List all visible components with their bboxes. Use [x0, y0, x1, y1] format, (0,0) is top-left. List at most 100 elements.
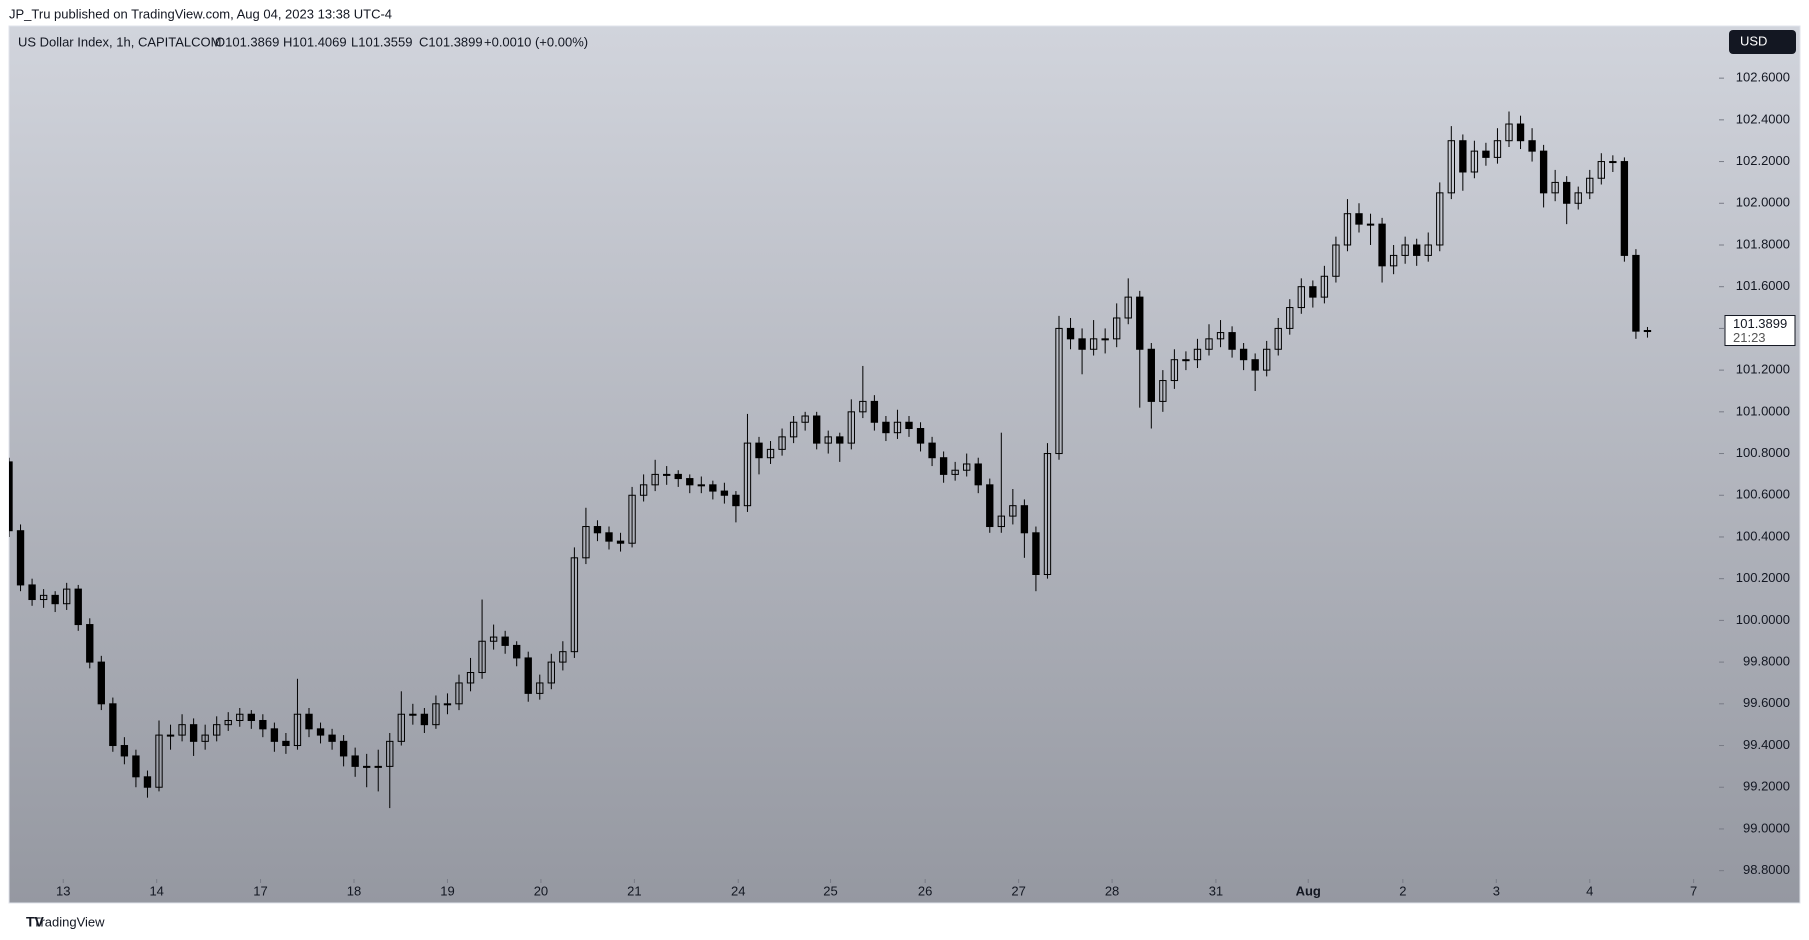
candle-body — [570, 557, 579, 653]
chart-title: US Dollar Index, 1h, CAPITALCOM — [18, 34, 222, 49]
candle-body — [916, 428, 925, 444]
candle-body — [189, 724, 198, 742]
chart-background — [8, 25, 1801, 904]
plot-area — [9, 111, 1652, 809]
candle-body — [74, 588, 82, 626]
price-tag-countdown: 21:23 — [1733, 330, 1766, 345]
x-tick-label: 27 — [1011, 883, 1025, 898]
currency-label: USD — [1740, 33, 1767, 48]
candle-body — [709, 484, 717, 492]
candle-body — [1586, 177, 1594, 194]
candle-body — [63, 588, 71, 605]
candle-body — [478, 640, 486, 674]
candle-body — [1516, 123, 1525, 142]
candle-body — [1620, 161, 1629, 256]
x-tick-label: 19 — [440, 883, 454, 898]
candle-body — [1193, 348, 1202, 361]
y-tick-label: 101.2000 — [1736, 362, 1790, 377]
candle-body — [1286, 307, 1294, 329]
x-tick-label: 13 — [56, 883, 70, 898]
candle-body — [259, 719, 267, 730]
y-tick-label: 99.4000 — [1743, 737, 1790, 752]
y-tick-label: 100.2000 — [1736, 570, 1790, 585]
candle-body — [697, 484, 705, 487]
candle-body — [1216, 332, 1225, 340]
candle-body — [559, 651, 567, 663]
candle-body — [974, 463, 982, 486]
brand-logo: TV — [26, 914, 45, 930]
candle-body — [686, 478, 694, 486]
x-tick-label: 7 — [1690, 883, 1697, 898]
candle-body — [1020, 505, 1029, 534]
candle-body — [1078, 338, 1086, 350]
candle-body — [247, 713, 255, 721]
x-tick-label: 25 — [823, 883, 837, 898]
candle-body — [1009, 505, 1017, 517]
y-tick-label: 102.2000 — [1736, 153, 1790, 168]
candle-body — [1551, 181, 1559, 194]
candle-body — [51, 594, 59, 605]
candle-body — [513, 644, 521, 659]
candle-body — [224, 719, 232, 726]
candle-body — [28, 584, 36, 601]
candle-body — [178, 724, 186, 736]
candle-body — [86, 624, 94, 663]
candle-body — [466, 672, 475, 684]
y-tick-label: 99.2000 — [1743, 779, 1790, 794]
candle-body — [201, 734, 209, 742]
candle-body — [1528, 140, 1536, 152]
candle-body — [743, 442, 752, 507]
candle-body — [420, 713, 429, 726]
candle-body — [16, 530, 25, 586]
y-tick-label: 99.0000 — [1743, 820, 1790, 835]
legend-value: +0.0010 (+0.00%) — [484, 34, 588, 49]
candle-body — [651, 473, 659, 486]
candle-body — [293, 713, 302, 747]
candle-body — [939, 457, 948, 475]
y-tick-label: 100.8000 — [1736, 445, 1790, 460]
currency-button[interactable] — [1729, 30, 1796, 54]
candle-body — [270, 728, 279, 742]
legend-value: O101.3869 — [215, 34, 279, 49]
y-tick-label: 98.8000 — [1743, 862, 1790, 877]
candle-body — [1124, 296, 1132, 319]
candle-body — [997, 515, 1005, 528]
candle-body — [1505, 123, 1513, 142]
candle-body — [547, 661, 555, 684]
candle-body — [1170, 359, 1179, 382]
candle-body — [789, 421, 798, 438]
candle-body — [351, 755, 359, 767]
candle-body — [1482, 150, 1490, 158]
candle-body — [963, 463, 971, 471]
candle-body — [1424, 244, 1432, 256]
candle-body — [1459, 140, 1467, 173]
candle-body — [593, 526, 602, 534]
x-tick-label: 20 — [534, 883, 548, 898]
x-tick-label: 24 — [731, 883, 745, 898]
candle-body — [1251, 359, 1259, 371]
y-tick-label: 101.8000 — [1736, 236, 1790, 251]
candle-body — [1159, 380, 1167, 402]
candle-body — [155, 734, 163, 788]
x-tick-label: 4 — [1586, 883, 1593, 898]
candle-body — [1343, 213, 1352, 246]
candle-body — [882, 421, 890, 434]
candle-body — [674, 473, 682, 480]
legend-value: C101.3899 — [419, 34, 483, 49]
candle-body — [1493, 140, 1502, 158]
candle-body — [1401, 244, 1409, 256]
legend-value: L101.3559 — [351, 34, 412, 49]
candle-body — [1413, 244, 1421, 256]
candle-body — [1182, 359, 1190, 362]
candle-body — [824, 436, 832, 444]
candle-body — [1228, 332, 1236, 350]
legend-value: H101.4069 — [283, 34, 347, 49]
candle-body — [339, 740, 348, 757]
x-tick-label: 28 — [1105, 883, 1119, 898]
candle-body — [316, 728, 325, 736]
candle-body — [397, 713, 405, 742]
candle-body — [778, 436, 786, 450]
candle-body — [1355, 213, 1363, 225]
